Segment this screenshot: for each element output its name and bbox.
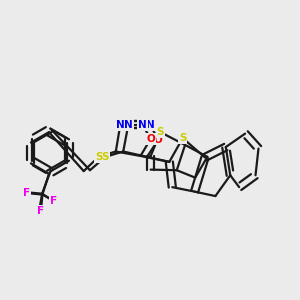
Text: S: S [179,133,186,143]
Text: F: F [38,206,44,216]
Text: S: S [102,152,109,162]
Text: F: F [50,196,57,206]
Text: N: N [124,120,133,130]
Text: N: N [116,120,125,130]
Text: F: F [22,187,29,197]
Text: N: N [138,120,147,130]
Text: N: N [146,120,154,130]
Text: S: S [157,127,164,137]
Text: F: F [50,196,57,206]
Text: F: F [36,206,43,216]
Text: O: O [146,134,155,144]
Text: F: F [23,188,31,198]
Text: S: S [95,152,102,162]
Text: O: O [154,135,163,145]
